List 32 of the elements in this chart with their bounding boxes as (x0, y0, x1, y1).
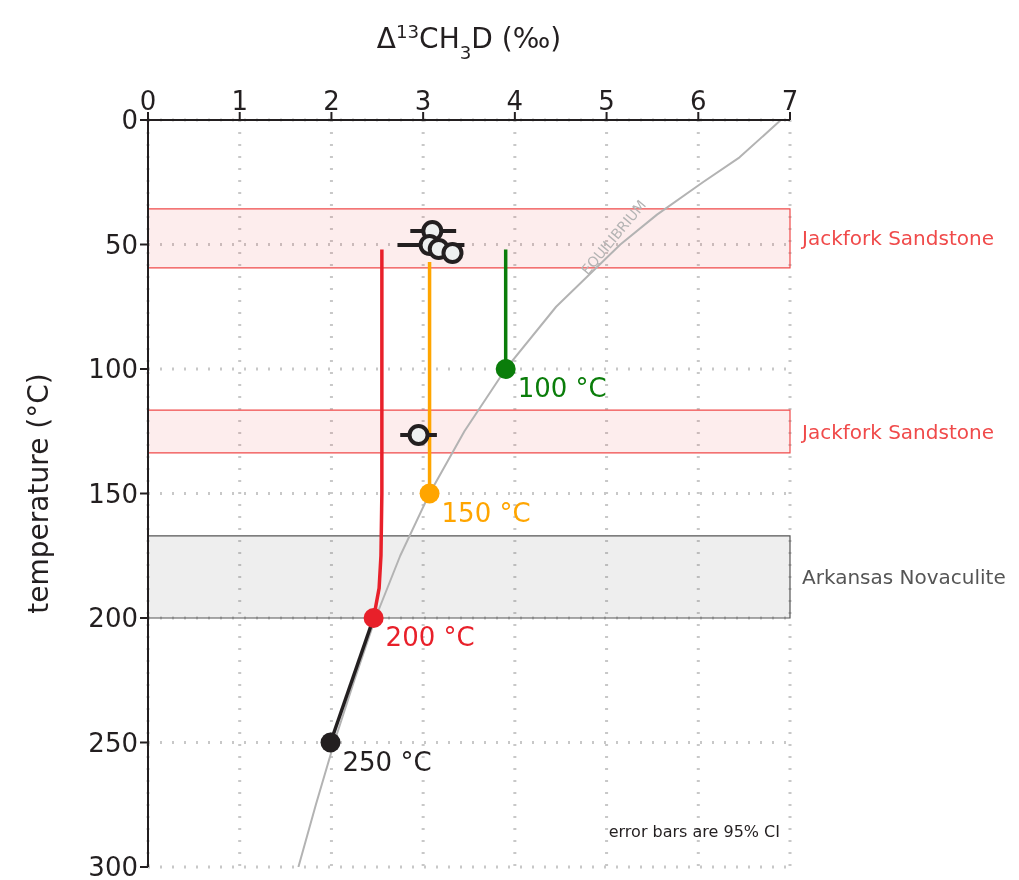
point (320, 732, 341, 753)
x-tick-label: 3 (414, 86, 432, 116)
series-label: 250 °C (342, 746, 432, 777)
y-tick-label: 300 (88, 852, 138, 880)
y-tick-label: 250 (88, 727, 138, 758)
point (441, 241, 464, 264)
line-series (297, 120, 782, 867)
x-tick-label: 1 (231, 86, 248, 116)
band-label: Jackfork Sandstone (800, 226, 994, 251)
point (407, 423, 430, 446)
x-axis-title: Δ$^{13}$CH$_{3}$D (‰) (376, 20, 562, 63)
x-tick-label: 4 (506, 86, 524, 116)
y-axis-title: temperature (°C) (21, 373, 55, 614)
y-tick-label: 50 (104, 229, 138, 260)
band-label: Jackfork Sandstone (800, 419, 994, 444)
series-label: 100 °C (517, 373, 607, 403)
x-tick-label: 5 (598, 86, 615, 116)
y-tick-label: 100 (88, 354, 138, 385)
band-label: Arkansas Novaculite (802, 565, 1006, 590)
series-label: 200 °C (385, 622, 475, 652)
series-label: 150 °C (441, 497, 531, 528)
point (419, 483, 440, 504)
annotation: error bars are 95% CI (608, 822, 780, 841)
x-tick-label: 7 (781, 86, 799, 116)
point (495, 359, 516, 379)
x-tick-label: 6 (690, 86, 707, 116)
x-tick-label: 0 (139, 86, 157, 116)
y-tick-label: 0 (121, 105, 138, 136)
x-tick-label: 2 (323, 86, 340, 116)
y-tick-label: 150 (88, 478, 138, 509)
y-tick-label: 200 (88, 603, 138, 634)
point (363, 608, 384, 628)
